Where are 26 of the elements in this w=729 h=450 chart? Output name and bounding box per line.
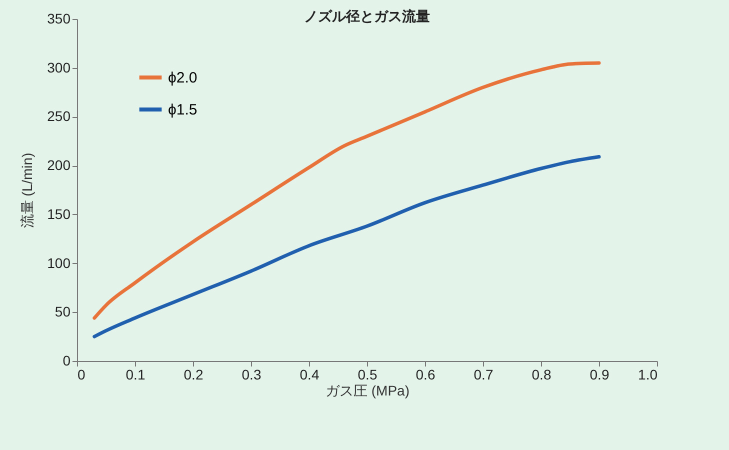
y-tick-label: 200 [47, 157, 71, 174]
y-tick-label: 350 [47, 10, 71, 26]
line-series [92, 155, 601, 338]
x-tick-label: 0 [78, 366, 86, 382]
line-series [92, 61, 601, 320]
x-tick-label: 0.5 [358, 366, 378, 382]
x-tick-label: 1.0 [638, 366, 658, 382]
y-tick-label: 100 [47, 254, 71, 271]
x-tick-label: 0.2 [184, 366, 204, 382]
y-tick-label: 300 [47, 59, 71, 76]
x-axis-title: ガス圧 (MPa) [326, 382, 410, 398]
x-tick-label: 0.6 [416, 366, 436, 382]
x-tick-label: 0.7 [474, 366, 494, 382]
y-tick-label: 150 [47, 206, 71, 222]
x-tick-label: 0.4 [300, 366, 320, 382]
y-tick-label: 50 [54, 304, 71, 320]
y-axis-title: 流量 (L/min) [19, 152, 36, 228]
chart-title: ノズル径とガス流量 [304, 8, 430, 24]
y-tick-label: 0 [62, 352, 71, 368]
legend-label: ϕ2.0 [168, 70, 198, 86]
legend-label: ϕ1.5 [168, 102, 198, 118]
x-tick-label: 0.9 [590, 366, 610, 382]
x-tick-label: 0.1 [126, 366, 146, 382]
x-tick-label: 0.8 [532, 366, 552, 382]
x-tick-label: 0.3 [242, 366, 262, 382]
y-tick-label: 250 [47, 108, 71, 124]
